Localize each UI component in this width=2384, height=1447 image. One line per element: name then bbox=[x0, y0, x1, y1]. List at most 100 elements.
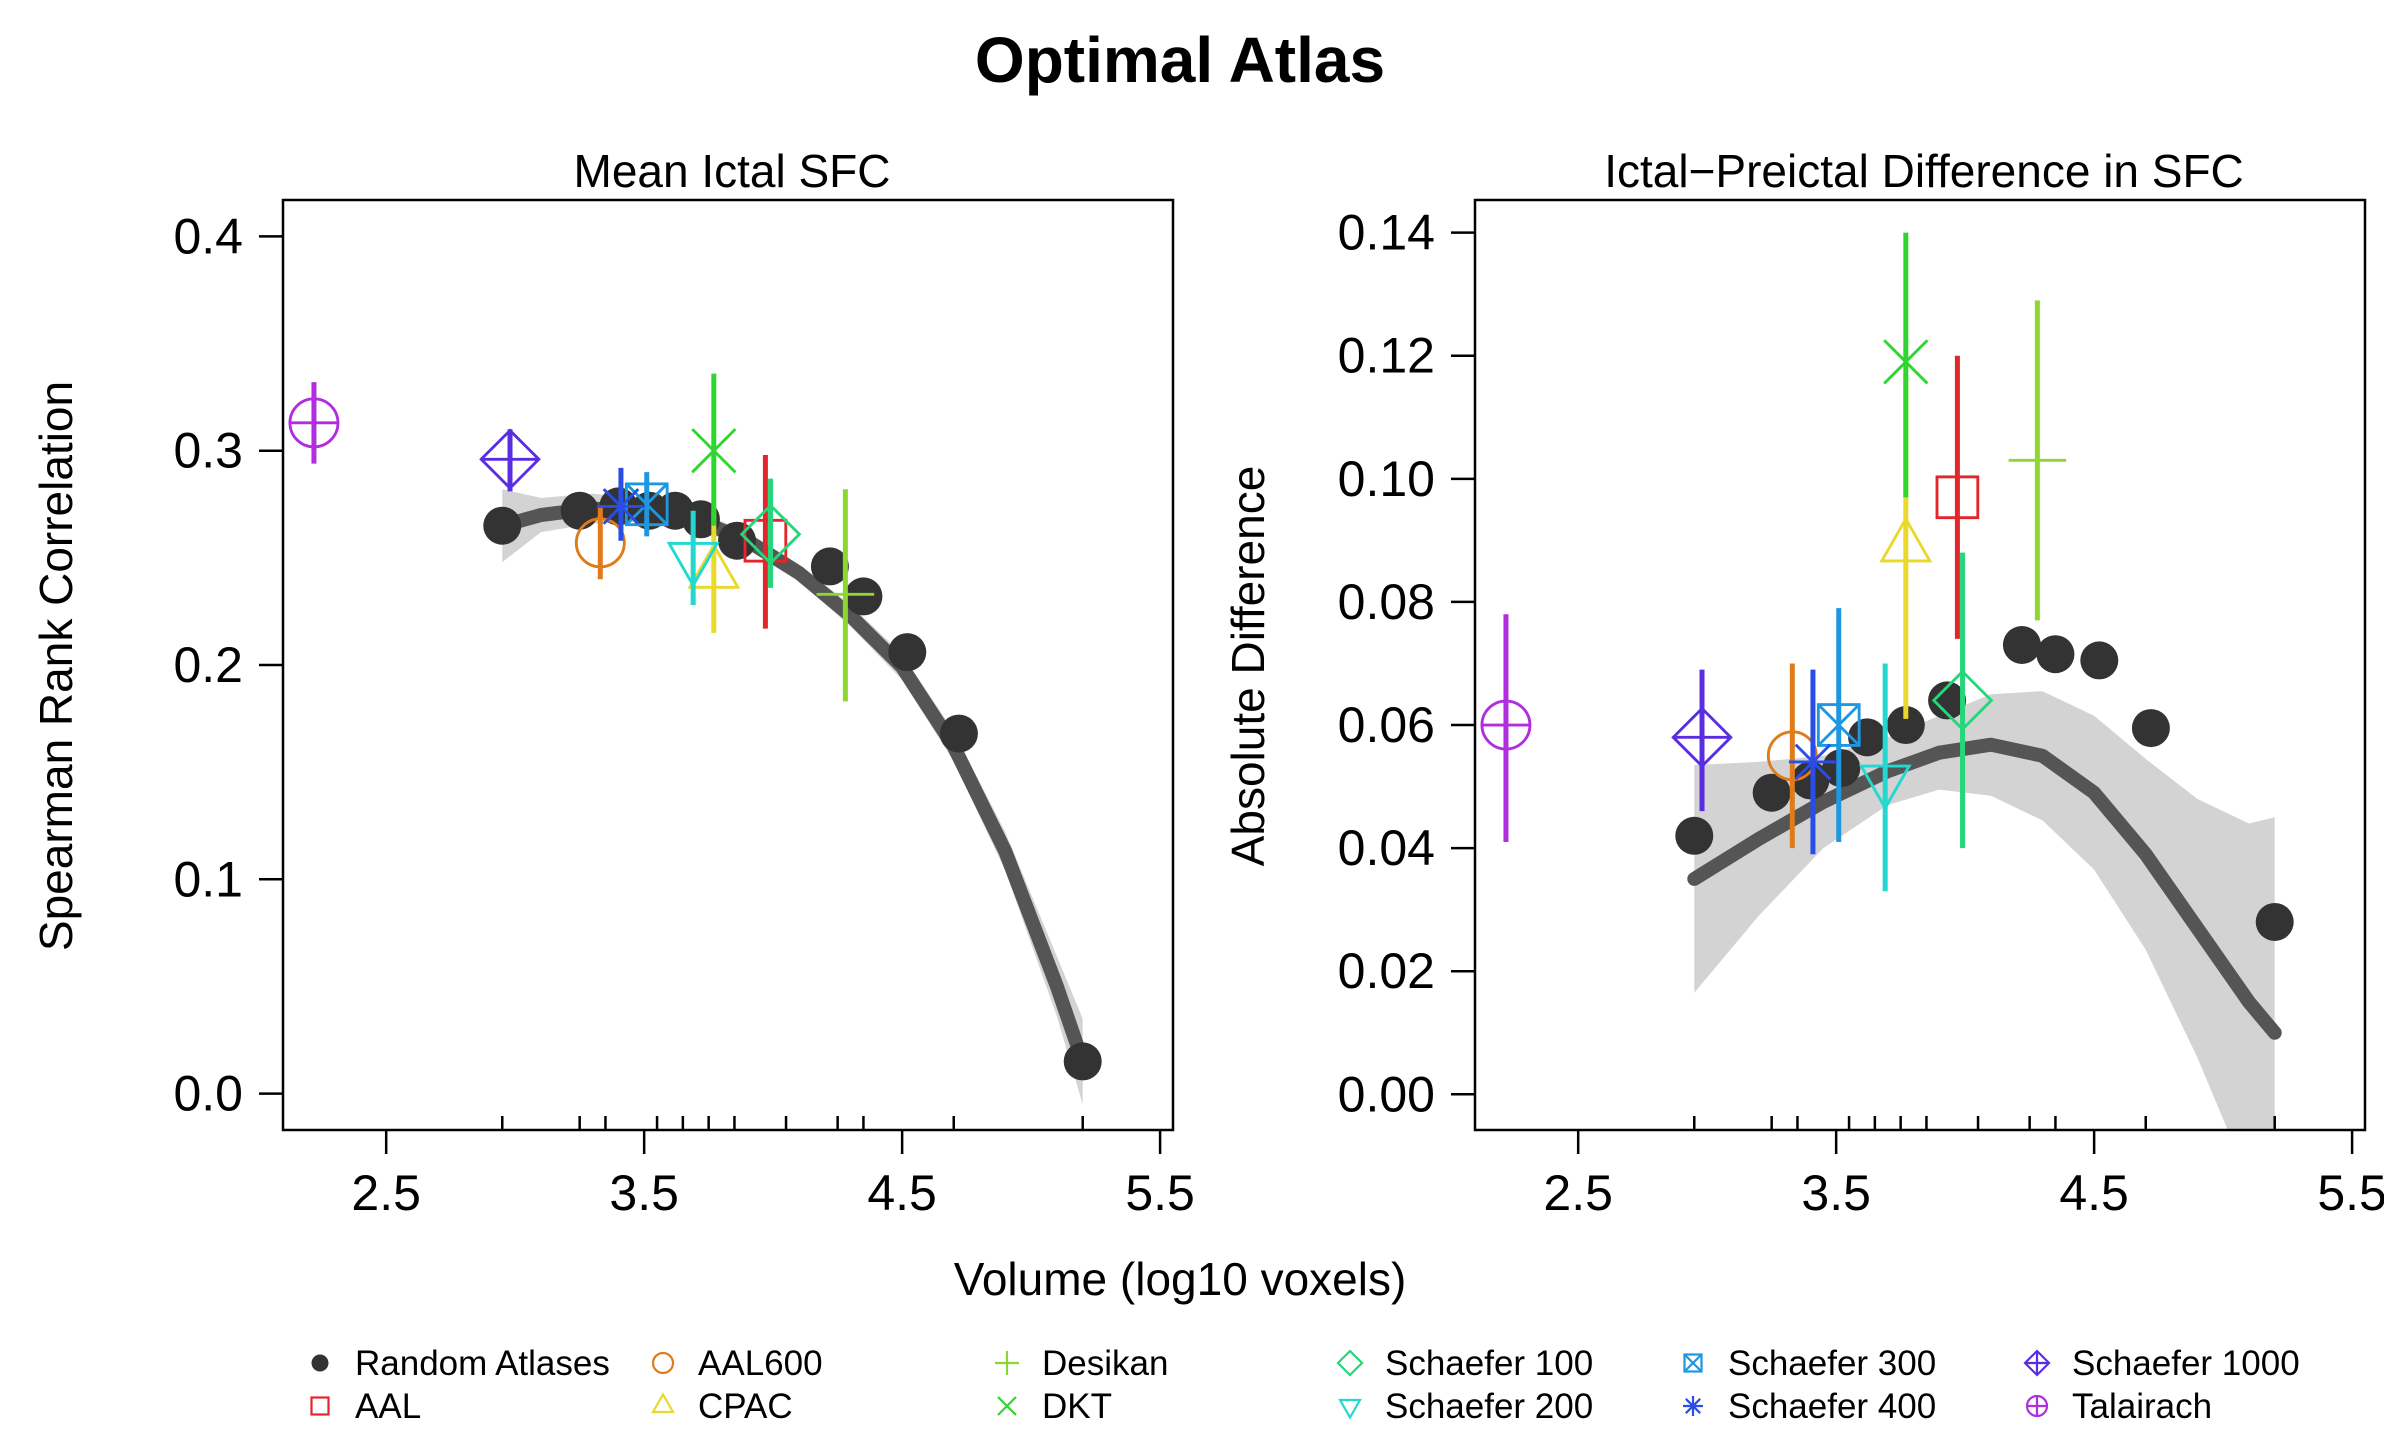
panel-2-plot-area: 0.00 0.02 0.04 0.06 0.08 0.10 0.12 0.14 2.5 3.5 4.… bbox=[1338, 198, 2384, 1221]
random-atlas-point bbox=[939, 714, 978, 753]
x-tick-label: 4.5 bbox=[867, 1165, 937, 1221]
legend-label: Schaefer 1000 bbox=[2072, 1344, 2300, 1383]
legend-item-aal600: AAL600 bbox=[651, 1344, 823, 1383]
talairach-marker bbox=[1480, 699, 1532, 751]
random-atlas-point bbox=[2036, 635, 2075, 674]
legend-item-random-atlases: Random Atlases bbox=[311, 1344, 610, 1383]
random-atlas-point bbox=[2131, 709, 2170, 748]
legend-marker-schaefer-1000 bbox=[2023, 1349, 2051, 1377]
dkt-marker bbox=[1883, 339, 1929, 385]
x-tick-label: 5.5 bbox=[1125, 1165, 1195, 1221]
x-tick-label: 4.5 bbox=[2059, 1165, 2129, 1221]
legend-item-talairach: Talairach bbox=[2025, 1387, 2212, 1426]
schaefer-200-marker bbox=[1858, 764, 1912, 811]
y-tick-label: 0.00 bbox=[1338, 1066, 1435, 1122]
y-tick-label: 0.10 bbox=[1338, 451, 1435, 507]
schaefer-200-marker bbox=[666, 542, 720, 589]
random-atlas-point bbox=[810, 547, 849, 586]
talairach-marker bbox=[288, 397, 340, 449]
confidence-band bbox=[502, 489, 1083, 1105]
random-atlas-point bbox=[1752, 773, 1791, 812]
panel-mean-ictal-sfc: Mean Ictal SFC Spearman Rank Correlation… bbox=[30, 145, 1195, 1221]
x-tick-label: 3.5 bbox=[1801, 1165, 1871, 1221]
y-tick-label: 0.1 bbox=[173, 851, 243, 907]
legend-item-schaefer-300: Schaefer 300 bbox=[1683, 1344, 1936, 1383]
random-atlas-point bbox=[1822, 749, 1861, 788]
y-tick-label: 0.0 bbox=[173, 1066, 243, 1122]
legend-marker-schaefer-200 bbox=[1338, 1398, 1362, 1420]
random-atlas-point bbox=[560, 491, 599, 530]
random-atlas-point bbox=[1063, 1042, 1102, 1081]
panel-1-plot-area: 0.0 0.1 0.2 0.3 0.4 2.5 3.5 4.5 5.5 bbox=[173, 198, 1195, 1221]
legend-label: AAL600 bbox=[698, 1344, 823, 1383]
legend-label: Random Atlases bbox=[355, 1344, 610, 1383]
legend-label: CPAC bbox=[698, 1387, 793, 1426]
schaefer-100-marker bbox=[1931, 669, 1994, 732]
legend-marker-dkt bbox=[997, 1396, 1017, 1416]
panel-ictal-preictal-difference: Ictal−Preictal Difference in SFC Absolut… bbox=[1222, 145, 2384, 1221]
legend-item-dkt: DKT bbox=[997, 1387, 1112, 1426]
legend-marker-aal600 bbox=[651, 1351, 675, 1375]
y-tick-label: 0.12 bbox=[1338, 328, 1435, 384]
y-tick-label: 0.14 bbox=[1338, 205, 1435, 261]
x-tick-label: 3.5 bbox=[609, 1165, 679, 1221]
random-atlas-point bbox=[888, 633, 927, 672]
random-atlas-point bbox=[1675, 816, 1714, 855]
desikan-marker bbox=[816, 565, 875, 624]
schaefer-1000-marker bbox=[479, 428, 541, 491]
cpac-marker bbox=[687, 542, 741, 589]
random-atlas-point bbox=[1928, 681, 1967, 720]
confidence-band bbox=[1694, 691, 2275, 1130]
legend-marker-random-atlases bbox=[311, 1354, 329, 1372]
legend-item-cpac: CPAC bbox=[651, 1387, 793, 1426]
random-atlas-point bbox=[1886, 706, 1925, 745]
aal-marker bbox=[743, 518, 788, 563]
random-atlas-point bbox=[483, 506, 522, 545]
panel-1-y-axis-label: Spearman Rank Correlation bbox=[30, 381, 82, 951]
schaefer-400-marker bbox=[1788, 737, 1837, 786]
legend-label: Talairach bbox=[2072, 1387, 2212, 1426]
legend-item-schaefer-200: Schaefer 200 bbox=[1338, 1387, 1593, 1426]
legend-item-desikan: Desikan bbox=[995, 1344, 1168, 1383]
y-tick-label: 0.2 bbox=[173, 637, 243, 693]
random-atlas-point bbox=[844, 577, 883, 616]
panel-2-title: Ictal−Preictal Difference in SFC bbox=[1604, 145, 2244, 197]
panel-1-title: Mean Ictal SFC bbox=[574, 145, 891, 197]
fit-line bbox=[495, 501, 1090, 1069]
legend-item-schaefer-100: Schaefer 100 bbox=[1336, 1344, 1593, 1383]
legend-marker-desikan bbox=[995, 1351, 1019, 1375]
legend-marker-aal bbox=[310, 1396, 330, 1416]
aal-marker bbox=[1935, 475, 1980, 520]
legend-label: Schaefer 100 bbox=[1385, 1344, 1593, 1383]
random-atlas-point bbox=[2002, 625, 2041, 664]
random-atlas-point bbox=[1791, 761, 1830, 800]
legend-item-aal: AAL bbox=[310, 1387, 421, 1426]
legend-label: AAL bbox=[355, 1387, 421, 1426]
aal600-marker bbox=[574, 517, 626, 569]
dkt-marker bbox=[691, 428, 737, 474]
y-tick-label: 0.04 bbox=[1338, 820, 1435, 876]
schaefer-400-marker bbox=[596, 482, 645, 531]
plot-frame bbox=[1473, 198, 2367, 1132]
aal600-marker bbox=[1766, 730, 1818, 782]
desikan-marker bbox=[2008, 431, 2067, 490]
y-tick-label: 0.08 bbox=[1338, 574, 1435, 630]
legend-marker-talairach bbox=[2025, 1394, 2049, 1418]
legend-marker-cpac bbox=[651, 1392, 675, 1414]
x-tick-label: 5.5 bbox=[2317, 1165, 2384, 1221]
y-tick-label: 0.3 bbox=[173, 423, 243, 479]
x-tick-label: 2.5 bbox=[1543, 1165, 1613, 1221]
legend-label: Schaefer 400 bbox=[1728, 1387, 1936, 1426]
legend-marker-schaefer-100 bbox=[1336, 1349, 1364, 1377]
cpac-marker bbox=[1879, 516, 1933, 563]
x-tick-label: 2.5 bbox=[351, 1165, 421, 1221]
plot-frame bbox=[281, 198, 1175, 1132]
random-atlas-point bbox=[2255, 902, 2294, 941]
panel-2-y-axis-label: Absolute Difference bbox=[1222, 466, 1274, 867]
legend-item-schaefer-400: Schaefer 400 bbox=[1683, 1387, 1936, 1426]
legend-label: Schaefer 200 bbox=[1385, 1387, 1593, 1426]
figure-title: Optimal Atlas bbox=[975, 24, 1385, 96]
legend-item-schaefer-1000: Schaefer 1000 bbox=[2023, 1344, 2300, 1383]
legend-label: DKT bbox=[1042, 1387, 1112, 1426]
